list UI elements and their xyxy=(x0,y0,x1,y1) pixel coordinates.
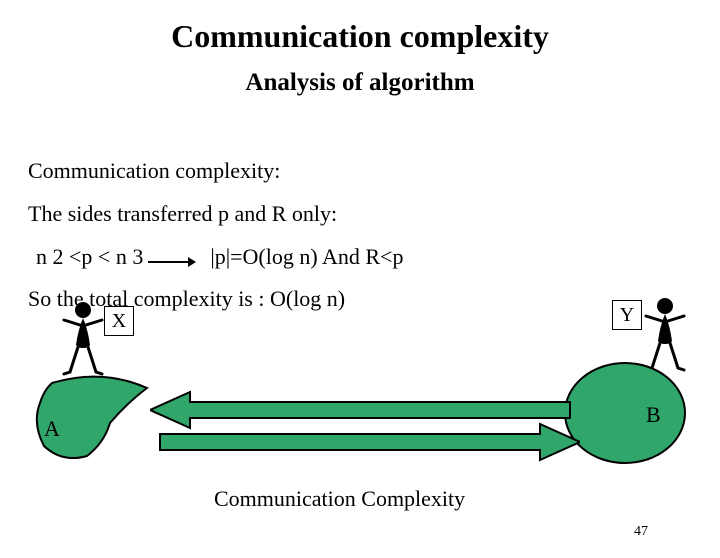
communication-arrows-icon xyxy=(150,388,580,468)
formula-left: n 2 <p < n 3 xyxy=(36,244,143,269)
slide-subtitle: Analysis of algorithm xyxy=(0,69,720,97)
text-line-2: The sides transferred p and R only: xyxy=(28,201,337,227)
implies-arrow-icon xyxy=(148,256,196,268)
party-a-label: A xyxy=(44,416,60,442)
footer-caption: Communication Complexity xyxy=(214,486,465,512)
y-label-box: Y xyxy=(612,300,642,330)
formula-right: |p|=O(log n) And R<p xyxy=(210,244,403,269)
text-line-1: Communication complexity: xyxy=(28,158,280,184)
party-b-label: B xyxy=(646,402,661,428)
slide-title: Communication complexity xyxy=(0,18,720,55)
x-label-box: X xyxy=(104,306,134,336)
page-number: 47 xyxy=(634,524,648,540)
text-line-3: n 2 <p < n 3 |p|=O(log n) And R<p xyxy=(36,244,403,270)
